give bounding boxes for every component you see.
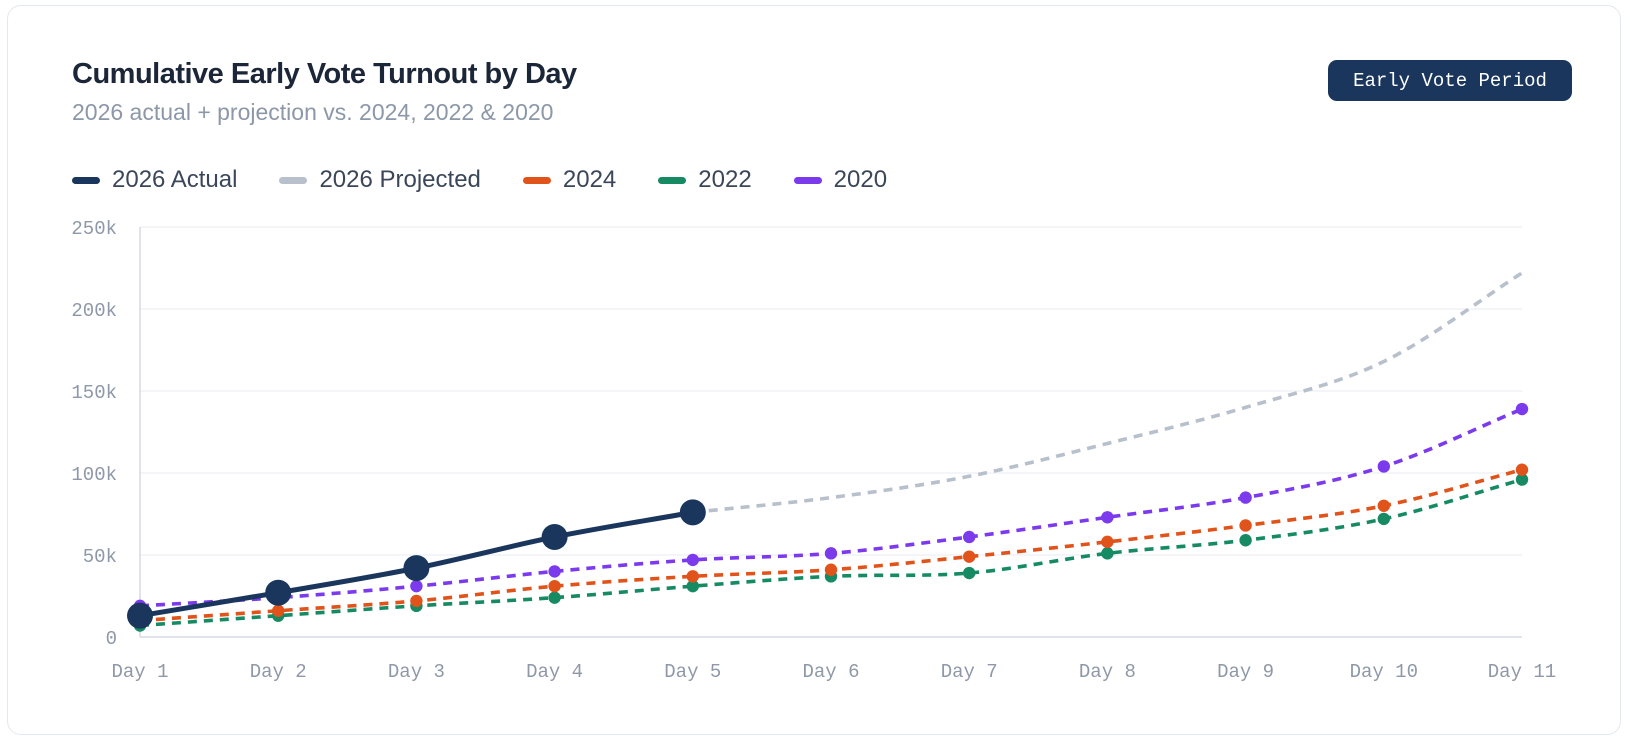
x-tick-label: Day 4 (526, 661, 583, 683)
x-tick-label: Day 10 (1350, 661, 1418, 683)
data-point-2024-day-11[interactable] (1515, 463, 1529, 476)
data-point-2026-actual-day-3[interactable] (403, 555, 430, 582)
data-point-2022-day-8[interactable] (1101, 547, 1114, 560)
data-point-2020-day-4[interactable] (548, 565, 561, 578)
data-point-2020-day-7[interactable] (963, 530, 976, 544)
data-point-2022-day-5[interactable] (686, 579, 699, 593)
data-point-2020-day-9[interactable] (1239, 491, 1252, 504)
x-tick-label: Day 6 (802, 661, 859, 683)
axes: 0 50k 100k 150k 200k 250k Day 1 Day 2 Day 3 Day 4… (71, 218, 1556, 683)
data-point-2022-day-4[interactable] (548, 591, 561, 604)
y-tick-label: 200k (71, 300, 117, 322)
data-point-2020-day-5[interactable] (686, 553, 699, 567)
x-tick-label: Day 11 (1488, 661, 1556, 683)
data-point-2024-day-3[interactable] (410, 594, 423, 608)
data-point-2024-day-5[interactable] (686, 570, 699, 583)
data-point-2022-day-10[interactable] (1377, 512, 1391, 526)
data-point-2020-day-11[interactable] (1515, 402, 1529, 416)
x-tick-label: Day 8 (1079, 661, 1136, 683)
data-point-2024-day-7[interactable] (963, 550, 976, 563)
x-tick-label: Day 3 (388, 661, 445, 683)
legend-label-2026-actual: 2026 Actual (112, 166, 238, 193)
data-point-2024-day-8[interactable] (1101, 535, 1114, 549)
data-point-2020-day-6[interactable] (824, 547, 838, 560)
legend-swatch-2026-actual (72, 176, 100, 184)
x-tick-label: Day 9 (1217, 661, 1274, 683)
series-line-2024[interactable] (139, 467, 1523, 623)
legend-item-2024[interactable]: 2024 (522, 166, 617, 194)
y-tick-label: 150k (71, 382, 117, 404)
legend-label-2026-projected: 2026 Projected (319, 166, 481, 193)
chart-legend: 2026 Actual 2026 Projected 2024 2022 202… (72, 162, 929, 198)
chart-title: Cumulative Early Vote Turnout by Day (72, 58, 577, 90)
data-point-2026-actual-day-2[interactable] (265, 579, 292, 606)
series-markers (127, 402, 1529, 632)
data-point-2020-day-10[interactable] (1377, 460, 1391, 473)
x-tick-label: Day 5 (664, 661, 721, 683)
data-point-2024-day-10[interactable] (1377, 499, 1391, 512)
y-tick-label: 250k (71, 218, 117, 240)
x-tick-label: Day 2 (250, 661, 307, 683)
x-tick-label: Day 1 (111, 661, 168, 683)
legend-item-2022[interactable]: 2022 (658, 166, 752, 194)
data-point-2024-day-4[interactable] (548, 579, 561, 593)
chart-subtitle: 2026 actual + projection vs. 2024, 2022 … (72, 99, 554, 125)
data-point-2022-day-9[interactable] (1239, 534, 1252, 547)
data-point-2026-actual-day-5[interactable] (679, 499, 706, 526)
legend-label-2020: 2020 (833, 166, 888, 193)
series-line-2026-projected[interactable] (692, 271, 1523, 515)
legend-item-2026-actual[interactable]: 2026 Actual (72, 166, 237, 194)
data-point-2026-actual-day-4[interactable] (541, 523, 568, 550)
y-tick-label: 50k (83, 546, 117, 568)
early-vote-period-badge[interactable]: Early Vote Period (1328, 60, 1572, 101)
legend-swatch-2020 (793, 176, 822, 184)
data-point-2024-day-6[interactable] (824, 563, 838, 576)
data-point-2020-day-8[interactable] (1101, 511, 1114, 524)
y-tick-label: 100k (71, 464, 117, 486)
data-point-2024-day-2[interactable] (272, 604, 285, 617)
legend-label-2022: 2022 (698, 166, 752, 193)
legend-item-2026-projected[interactable]: 2026 Projected (279, 166, 481, 194)
legend-label-2024: 2024 (562, 166, 617, 193)
legend-swatch-2022 (658, 176, 687, 184)
data-point-2024-day-9[interactable] (1239, 519, 1252, 532)
data-point-2026-actual-day-1[interactable] (127, 602, 153, 629)
y-tick-label: 0 (106, 628, 117, 650)
gridlines (140, 226, 1522, 556)
x-tick-label: Day 7 (941, 661, 998, 683)
legend-item-2020[interactable]: 2020 (793, 166, 888, 194)
legend-swatch-2024 (522, 176, 551, 184)
legend-swatch-2026-projected (279, 176, 308, 184)
data-point-2022-day-11[interactable] (1515, 473, 1529, 486)
data-point-2022-day-7[interactable] (963, 566, 976, 580)
data-point-2020-day-3[interactable] (410, 579, 423, 593)
